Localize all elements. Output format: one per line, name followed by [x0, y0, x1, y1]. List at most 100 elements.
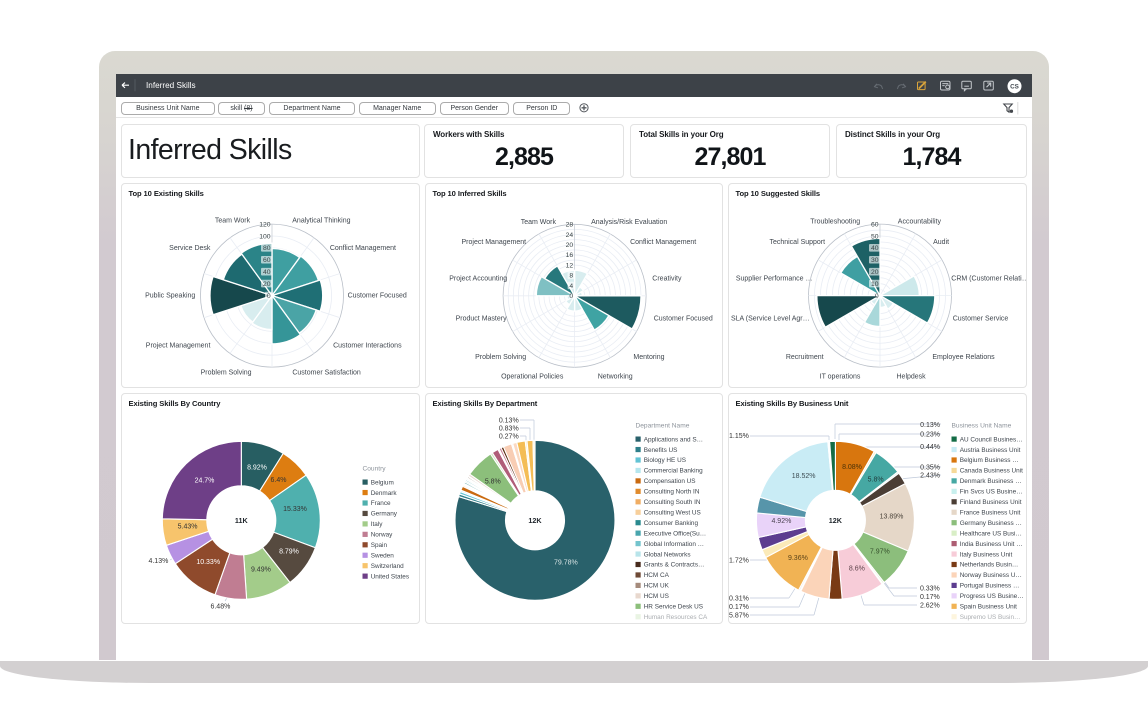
svg-text:Team Work: Team Work: [215, 218, 251, 225]
svg-text:50: 50: [871, 233, 879, 240]
svg-text:Italy: Italy: [371, 521, 384, 528]
svg-text:Switzerland: Switzerland: [371, 563, 404, 570]
svg-text:Public Speaking: Public Speaking: [145, 293, 195, 300]
svg-text:0.27%: 0.27%: [499, 433, 519, 440]
svg-text:Business Unit Name: Business Unit Name: [952, 423, 1012, 430]
svg-text:7.97%: 7.97%: [870, 549, 890, 556]
svg-text:Creativity: Creativity: [652, 276, 682, 283]
svg-text:20: 20: [566, 242, 574, 249]
svg-text:Norway: Norway: [371, 532, 393, 539]
svg-text:SLA (Service Level Agr…: SLA (Service Level Agr…: [731, 315, 810, 322]
svg-text:13.89%: 13.89%: [880, 514, 904, 521]
svg-text:Recruitment: Recruitment: [786, 354, 824, 361]
svg-text:HCM US: HCM US: [644, 593, 669, 600]
svg-text:5.87%: 5.87%: [729, 613, 749, 620]
svg-text:1.72%: 1.72%: [729, 557, 749, 564]
svg-text:Canada Business Unit: Canada Business Unit: [960, 468, 1023, 475]
svg-text:8: 8: [569, 273, 573, 280]
svg-text:6.48%: 6.48%: [210, 603, 230, 610]
svg-text:0: 0: [875, 293, 879, 300]
svg-text:Supremo US Busin…: Supremo US Busin…: [960, 614, 1021, 621]
svg-text:8.92%: 8.92%: [247, 465, 267, 472]
svg-text:4: 4: [569, 283, 573, 290]
svg-text:Networking: Networking: [598, 374, 633, 381]
svg-text:24.7%: 24.7%: [195, 477, 215, 484]
svg-text:60: 60: [871, 221, 879, 228]
svg-text:Compensation US: Compensation US: [644, 478, 696, 485]
svg-text:Country: Country: [363, 466, 387, 473]
svg-text:Project Accounting: Project Accounting: [449, 276, 507, 283]
svg-text:2.62%: 2.62%: [920, 603, 940, 610]
svg-text:100: 100: [259, 233, 271, 240]
svg-text:20: 20: [263, 281, 271, 288]
svg-text:9.36%: 9.36%: [788, 555, 808, 562]
svg-text:80: 80: [263, 245, 271, 252]
svg-text:Fin Svcs US Busine…: Fin Svcs US Busine…: [960, 489, 1023, 496]
svg-text:Global Networks: Global Networks: [644, 551, 691, 558]
svg-text:Grants & Contracts…: Grants & Contracts…: [644, 562, 705, 569]
svg-text:Customer Service: Customer Service: [953, 315, 1009, 322]
svg-text:0.35%: 0.35%: [920, 464, 940, 471]
svg-text:Audit: Audit: [933, 239, 949, 246]
svg-text:Belgium: Belgium: [371, 479, 394, 486]
svg-text:Service Desk: Service Desk: [169, 245, 211, 252]
svg-text:Sweden: Sweden: [371, 552, 395, 559]
svg-text:Analytical Thinking: Analytical Thinking: [292, 218, 350, 225]
svg-text:6.4%: 6.4%: [271, 477, 287, 484]
svg-text:Project Management: Project Management: [462, 239, 527, 246]
svg-text:79.78%: 79.78%: [554, 559, 578, 566]
svg-text:0.33%: 0.33%: [920, 586, 940, 593]
svg-text:CS: CS: [1010, 84, 1019, 91]
svg-text:Applications and S…: Applications and S…: [644, 436, 703, 443]
svg-text:Spain Business Unit: Spain Business Unit: [960, 604, 1017, 611]
svg-text:Conflict Management: Conflict Management: [630, 239, 696, 246]
svg-text:Troubleshooting: Troubleshooting: [810, 219, 860, 226]
svg-text:11K: 11K: [235, 516, 249, 525]
svg-text:Global Information …: Global Information …: [644, 541, 704, 548]
svg-text:0: 0: [569, 293, 573, 300]
svg-text:Mentoring: Mentoring: [633, 354, 664, 361]
svg-text:United States: United States: [371, 573, 409, 580]
svg-text:15.33%: 15.33%: [283, 506, 307, 513]
svg-text:Customer Focused: Customer Focused: [654, 315, 713, 322]
svg-text:Supplier Performance …: Supplier Performance …: [736, 276, 813, 283]
svg-text:18.52%: 18.52%: [792, 473, 816, 480]
svg-text:Finland Business Unit: Finland Business Unit: [960, 499, 1022, 506]
svg-text:Consumer Banking: Consumer Banking: [644, 520, 699, 527]
svg-text:Consulting South IN: Consulting South IN: [644, 499, 701, 506]
svg-text:0.31%: 0.31%: [729, 595, 749, 602]
svg-text:Customer Satisfaction: Customer Satisfaction: [292, 369, 361, 376]
svg-text:Department Name: Department Name: [636, 423, 690, 430]
svg-text:Problem Solving: Problem Solving: [201, 369, 252, 376]
svg-text:40: 40: [871, 245, 879, 252]
svg-text:0.23%: 0.23%: [920, 431, 940, 438]
svg-text:HCM UK: HCM UK: [644, 583, 670, 590]
svg-text:Human Resources CA: Human Resources CA: [644, 614, 708, 621]
svg-text:2.43%: 2.43%: [920, 473, 940, 480]
svg-text:40: 40: [263, 269, 271, 276]
svg-text:8.08%: 8.08%: [842, 464, 862, 471]
svg-text:12: 12: [566, 262, 574, 269]
svg-text:28: 28: [566, 222, 574, 229]
svg-text:Germany: Germany: [371, 511, 398, 518]
svg-text:8.6%: 8.6%: [849, 565, 865, 572]
svg-text:16: 16: [566, 252, 574, 259]
svg-text:0.83%: 0.83%: [499, 425, 519, 432]
svg-text:Product Mastery: Product Mastery: [456, 315, 507, 322]
svg-text:60: 60: [263, 257, 271, 264]
svg-text:Project Management: Project Management: [146, 342, 211, 349]
svg-text:Customer Focused: Customer Focused: [348, 293, 407, 300]
svg-text:CRM (Customer Relati…: CRM (Customer Relati…: [951, 276, 1027, 283]
svg-text:Spain: Spain: [371, 542, 388, 549]
svg-text:Problem Solving: Problem Solving: [475, 354, 526, 361]
svg-text:0.13%: 0.13%: [499, 418, 519, 425]
svg-text:Healthcare US Busi…: Healthcare US Busi…: [960, 530, 1022, 537]
svg-text:0.17%: 0.17%: [920, 594, 940, 601]
svg-text:12K: 12K: [528, 516, 542, 525]
svg-text:India Business Unit …: India Business Unit …: [960, 541, 1023, 548]
svg-text:Progress US Busine…: Progress US Busine…: [960, 593, 1024, 600]
svg-text:0.13%: 0.13%: [920, 422, 940, 429]
svg-text:Analysis/Risk Evaluation: Analysis/Risk Evaluation: [591, 219, 667, 226]
svg-text:Belgium Business …: Belgium Business …: [960, 457, 1019, 464]
svg-text:0.17%: 0.17%: [729, 604, 749, 611]
